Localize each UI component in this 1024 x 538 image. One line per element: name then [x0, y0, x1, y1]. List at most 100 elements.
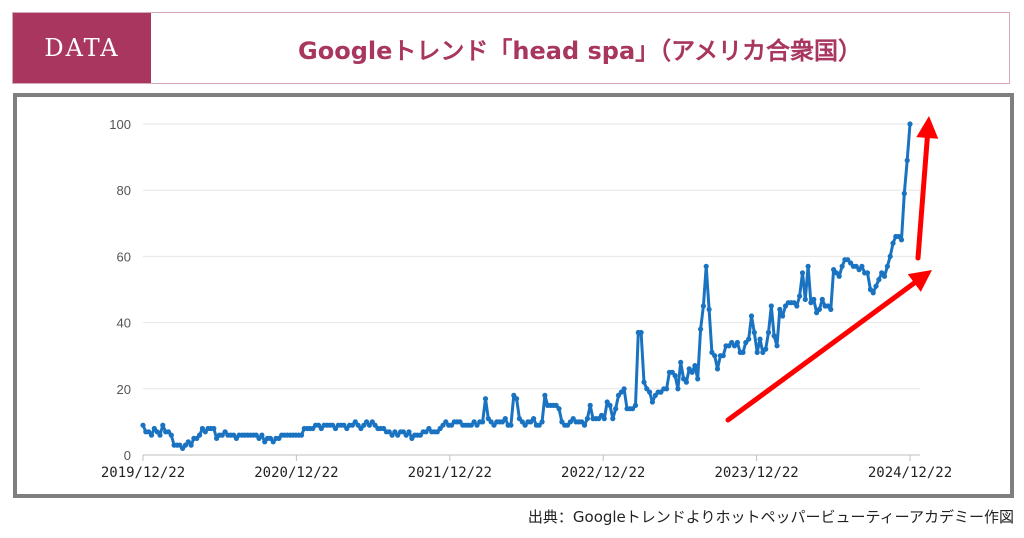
- trend-arrows: [725, 116, 939, 423]
- data-point: [672, 373, 678, 379]
- x-tick-label: 2023/12/22: [714, 465, 798, 481]
- data-point: [259, 432, 265, 438]
- data-point: [647, 389, 653, 395]
- data-point: [780, 313, 786, 319]
- arrow-head: [907, 270, 932, 292]
- data-point: [828, 306, 834, 312]
- data-point: [890, 240, 896, 246]
- data-point: [148, 432, 155, 438]
- data-point: [743, 339, 749, 346]
- data-point: [584, 416, 591, 422]
- data-point: [794, 303, 800, 309]
- source-note: 出典：Googleトレンドよりホットペッパービューティーアカデミー作図: [527, 508, 1014, 526]
- data-point: [683, 379, 690, 385]
- data-point: [197, 432, 203, 438]
- series-line: [141, 123, 912, 450]
- data-point: [601, 416, 607, 422]
- data-point: [298, 432, 305, 438]
- data-point: [740, 349, 746, 355]
- data-point: [870, 290, 876, 296]
- data-point: [678, 359, 684, 365]
- data-point: [901, 190, 907, 197]
- y-tick-label: 60: [117, 249, 131, 264]
- data-point: [859, 263, 865, 269]
- arrow-shaft: [915, 135, 930, 261]
- data-point: [712, 353, 718, 359]
- data-point: [774, 343, 780, 349]
- data-point: [907, 121, 913, 127]
- data-point: [700, 303, 707, 309]
- data-point: [754, 349, 760, 355]
- data-point: [881, 273, 888, 279]
- page-title: Googleトレンド「head spa」（アメリカ合衆国）: [298, 36, 862, 65]
- y-tick-label: 0: [124, 448, 131, 463]
- y-tick-label: 100: [109, 117, 131, 132]
- data-point: [734, 339, 741, 346]
- data-point: [675, 386, 681, 392]
- data-point: [703, 263, 709, 269]
- data-point: [746, 336, 752, 342]
- data-point: [638, 329, 644, 336]
- trend-arrow-diagonal: [725, 270, 932, 423]
- data-point: [406, 429, 412, 435]
- data-point: [621, 386, 627, 392]
- data-point: [514, 396, 520, 402]
- data-point: [720, 353, 726, 359]
- series-layer: [140, 121, 913, 451]
- data-point: [632, 402, 639, 408]
- data-point: [695, 376, 701, 382]
- header-banner: DATA Googleトレンド「head spa」（アメリカ合衆国）: [12, 12, 1010, 84]
- data-point: [706, 306, 712, 312]
- data-point: [610, 416, 616, 422]
- data-point: [211, 425, 217, 432]
- data-point: [839, 263, 845, 269]
- data-point: [692, 363, 698, 369]
- data-point: [811, 296, 817, 302]
- data-point: [763, 346, 769, 352]
- data-point: [765, 329, 772, 336]
- data-point: [816, 306, 823, 312]
- data-point: [802, 296, 808, 302]
- data-point: [531, 416, 537, 422]
- data-point: [771, 333, 777, 339]
- data-point: [873, 283, 879, 289]
- data-point: [898, 237, 905, 243]
- y-tick-label: 40: [117, 316, 131, 331]
- data-point: [502, 416, 508, 422]
- data-point: [140, 422, 146, 428]
- y-axis-ticks: 0 20 40 60 80 100: [109, 117, 131, 463]
- data-point: [542, 392, 548, 398]
- data-point: [714, 366, 721, 372]
- data-point: [876, 277, 882, 283]
- x-tick-label: 2019/12/22: [101, 465, 185, 481]
- data-point: [556, 406, 562, 412]
- chart-frame: [13, 93, 1014, 498]
- data-point: [613, 406, 619, 412]
- x-tick-label: 2024/12/22: [868, 465, 952, 481]
- data-point: [168, 432, 174, 438]
- data-badge: DATA: [13, 13, 151, 83]
- y-tick-label: 80: [117, 183, 131, 198]
- data-point: [748, 313, 755, 319]
- data-point: [904, 157, 910, 163]
- data-point: [799, 270, 806, 276]
- data-point: [751, 329, 757, 336]
- data-point: [482, 396, 489, 402]
- data-point: [777, 306, 783, 312]
- data-point: [539, 419, 545, 425]
- x-tick-label: 2020/12/22: [254, 465, 338, 481]
- data-point: [160, 422, 166, 428]
- data-point: [157, 432, 163, 438]
- data-point: [884, 263, 891, 269]
- arrow-head: [916, 116, 939, 139]
- data-point: [480, 419, 486, 425]
- data-point: [649, 399, 656, 405]
- y-tick-label: 20: [117, 382, 131, 397]
- data-point: [689, 369, 695, 375]
- data-point: [887, 253, 893, 259]
- data-point: [768, 303, 774, 309]
- data-point: [508, 422, 514, 428]
- data-point: [757, 336, 763, 342]
- data-point: [864, 270, 871, 276]
